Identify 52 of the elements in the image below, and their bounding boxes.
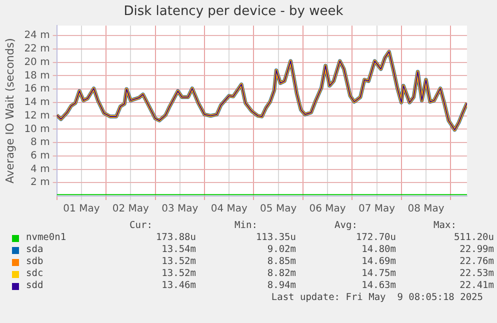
x-tick-label: 04 May — [210, 204, 248, 215]
chart-title: Disk latency per device - by week — [124, 4, 344, 20]
text: Avg: — [334, 220, 358, 232]
text: 13.46m — [160, 280, 196, 292]
x-tick-label: 05 May — [260, 204, 297, 215]
text: Last update: Fri May 9 08:05:18 2025 — [270, 292, 483, 304]
x-tick-label: 06 May — [309, 204, 346, 215]
text: 173.88u — [154, 232, 196, 244]
x-tick-label: 02 May — [112, 204, 150, 215]
y-tick-label: 12 m — [24, 110, 50, 122]
text: 14.75m — [360, 268, 396, 280]
text: 172.70u — [354, 232, 396, 244]
legend-label: nvme0n1 — [26, 232, 68, 244]
text: 22.41m — [458, 280, 494, 292]
y-tick-label: 2 m — [30, 177, 50, 188]
y-axis-title: Average IO Wait (seconds) — [3, 38, 16, 184]
y-tick-label: 16 m — [24, 84, 50, 95]
x-tick-label: 01 May — [63, 204, 100, 215]
text: 8.82m — [266, 268, 296, 280]
y-tick-label: 22 m — [24, 44, 50, 55]
y-tick-label: 8 m — [30, 137, 50, 148]
x-tick-label: 08 May — [408, 204, 444, 215]
y-tick-label: 20 m — [24, 56, 50, 68]
text: Cur: — [128, 220, 154, 232]
y-tick-label: 18 m — [24, 70, 50, 82]
legend-label: sda — [26, 244, 44, 256]
text: 13.52m — [160, 268, 196, 280]
x-tick-label: 07 May — [358, 204, 396, 215]
text: 8.94m — [266, 280, 296, 292]
text: 113.35u — [254, 232, 296, 244]
text: 511.20u — [452, 232, 494, 244]
text: 8.85m — [266, 256, 296, 268]
text: 22.76m — [458, 256, 494, 268]
y-tick-label: 24 m — [24, 30, 50, 42]
text: 13.54m — [160, 244, 196, 256]
legend-label: sdb — [26, 256, 44, 268]
text: Min: — [234, 220, 258, 232]
legend-label: sdc — [26, 268, 44, 280]
x-tick-label: 03 May — [162, 204, 198, 215]
text: Max: — [432, 220, 458, 232]
legend-label: sdd — [26, 280, 44, 292]
y-tick-label: 4 m — [30, 164, 50, 175]
y-tick-label: 6 m — [30, 150, 50, 162]
y-tick-label: 14 m — [24, 97, 50, 108]
y-tick-label: 10 m — [24, 124, 50, 135]
text: 9.02m — [266, 244, 296, 256]
text: 13.52m — [160, 256, 196, 268]
text: 22.53m — [458, 268, 494, 280]
text: 14.80m — [360, 244, 396, 256]
text: 14.63m — [360, 280, 396, 292]
text: 22.99m — [458, 244, 494, 256]
text: 14.69m — [360, 256, 396, 268]
